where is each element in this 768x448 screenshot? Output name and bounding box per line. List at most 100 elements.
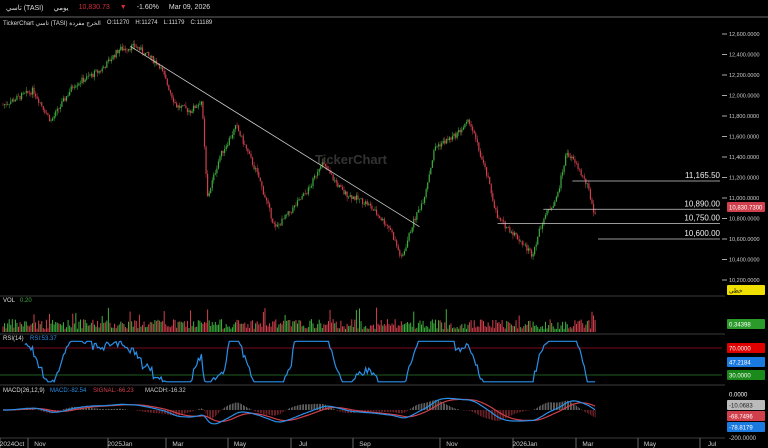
candle-body	[320, 166, 322, 169]
y-tick-label: 11,200.0000	[729, 176, 759, 182]
volume-bar	[447, 328, 449, 332]
candle-body	[118, 49, 120, 54]
x-tick-label: Mar	[582, 441, 594, 448]
volume-bar	[287, 320, 289, 332]
candle-body	[518, 239, 520, 242]
x-tick-label: Sep	[359, 441, 371, 448]
volume-bar	[562, 321, 564, 332]
volume-bar	[239, 323, 241, 332]
period[interactable]: يومي	[53, 5, 69, 12]
volume-bar	[371, 325, 373, 332]
volume-bar	[527, 321, 529, 332]
candle-body	[441, 143, 443, 147]
volume-bar	[593, 315, 595, 332]
candle-body	[107, 59, 109, 62]
volume-bar	[383, 323, 385, 332]
volume-bar	[403, 324, 405, 332]
volume-bar	[492, 320, 494, 332]
candle-body	[405, 247, 407, 252]
volume-bar	[259, 323, 261, 332]
candle-body	[208, 192, 210, 197]
candle-body	[3, 104, 6, 106]
candle-body	[560, 175, 562, 189]
volume-bar	[159, 320, 161, 332]
signal-value: SIGNAL:-66.23	[93, 388, 134, 394]
volume-bar	[267, 326, 269, 332]
volume-bar	[216, 324, 218, 332]
x-tick-label: 2024Oct	[0, 441, 24, 448]
volume-bar	[245, 327, 247, 332]
volume-bar	[538, 328, 540, 332]
candle-body	[467, 119, 469, 122]
x-tick-label: May	[644, 441, 657, 448]
candle-body	[419, 209, 421, 210]
candle-body	[548, 209, 550, 211]
volume-bar	[36, 328, 38, 332]
volume-bar	[142, 325, 143, 332]
volume-bar	[64, 328, 66, 332]
candle-body	[363, 204, 365, 205]
volume-bar	[262, 311, 264, 332]
volume-bar	[354, 319, 356, 332]
volume-bar	[134, 320, 136, 332]
candle-body	[424, 197, 426, 203]
candle-body	[262, 186, 264, 195]
symbol-name[interactable]: تاسي (TASI)	[6, 5, 44, 12]
close: C:11189	[190, 20, 213, 26]
volume-bar	[456, 326, 458, 332]
candle-body	[368, 203, 370, 205]
volume-bar	[379, 325, 381, 332]
candle-body	[495, 207, 497, 210]
volume-bar	[109, 322, 111, 332]
candle-body	[479, 150, 481, 157]
volume-bar	[33, 314, 35, 332]
volume-bar	[394, 319, 396, 332]
candle-body	[253, 165, 255, 170]
volume-bar	[380, 319, 382, 332]
volume-bar	[439, 320, 441, 332]
candle-body	[400, 255, 402, 257]
candle-body	[84, 79, 86, 82]
volume-bar	[400, 321, 402, 332]
candle-body	[538, 228, 540, 237]
y-tick-label: 11,600.0000	[729, 135, 759, 141]
volume-bar	[293, 321, 295, 332]
volume-bar	[290, 326, 292, 332]
candle-body	[487, 175, 489, 177]
volume-bar	[388, 324, 390, 332]
volume-bar	[465, 328, 467, 332]
candle-body	[114, 55, 116, 58]
candle-body	[447, 138, 449, 141]
volume-bar	[31, 323, 33, 332]
candle-body	[106, 61, 108, 68]
volume-bar	[67, 319, 69, 332]
candle-body	[191, 111, 193, 113]
candle-body	[293, 205, 295, 208]
volume-bar	[190, 310, 192, 332]
volume-bar	[295, 319, 297, 332]
volume-bar	[526, 325, 528, 332]
volume-bar	[204, 322, 205, 332]
macd-value: MACD:-82.54	[50, 388, 87, 394]
volume-bar	[531, 327, 533, 332]
last-price: 10,830.73	[78, 4, 110, 11]
candle-body	[420, 203, 423, 210]
candle-body	[236, 125, 238, 126]
candle-body	[306, 193, 308, 195]
volume-bar	[315, 327, 317, 332]
candle-body	[93, 71, 96, 78]
volume-bar	[135, 321, 137, 332]
volume-bar	[145, 327, 147, 332]
candle-body	[579, 169, 581, 170]
volume-bar	[273, 321, 275, 332]
candle-body	[177, 105, 179, 108]
candle-body	[352, 196, 354, 200]
candle-body	[574, 159, 576, 163]
volume-bar	[45, 319, 47, 332]
volume-bar	[162, 320, 164, 332]
volume-bar	[76, 328, 78, 332]
candle-body	[222, 150, 224, 153]
volume-bar	[572, 326, 574, 332]
candle-body	[146, 52, 148, 53]
